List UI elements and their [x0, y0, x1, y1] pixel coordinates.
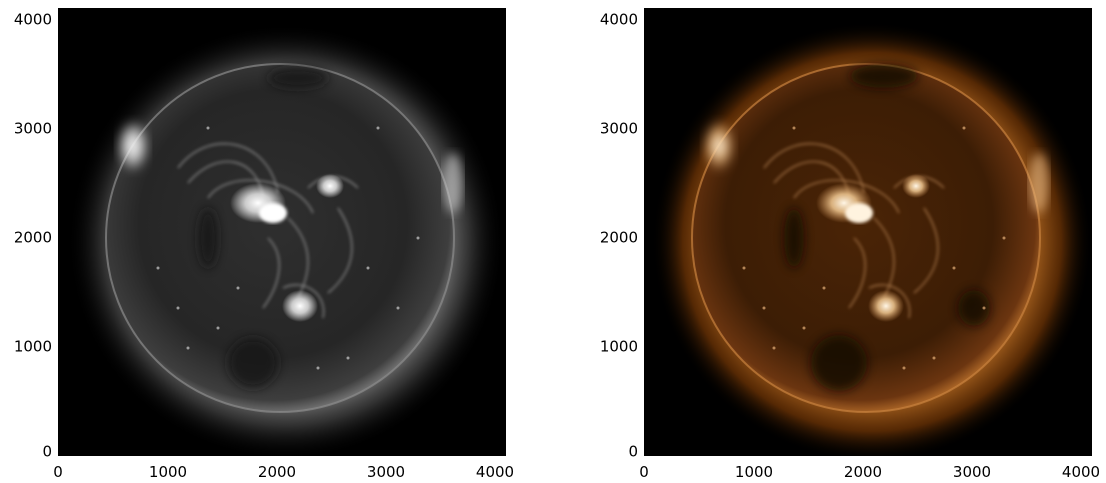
x-tick-label: 1000 — [734, 463, 774, 481]
x-tick-label: 4000 — [475, 463, 515, 481]
x-tick-label: 3000 — [366, 463, 406, 481]
x-tick-label: 2000 — [843, 463, 883, 481]
left-image-panel: 4000 3000 2000 1000 0 0 1000 2000 3000 4… — [0, 0, 514, 483]
solar-disk — [106, 64, 454, 412]
y-tick-label: 2000 — [13, 228, 52, 247]
x-tick-label: 4000 — [1061, 463, 1101, 481]
x-tick-label: 0 — [53, 463, 63, 481]
coronal-loops — [177, 143, 359, 319]
solar-limb — [691, 63, 1041, 413]
y-tick-label: 4000 — [599, 10, 638, 29]
sun-image-grayscale — [68, 24, 504, 456]
x-tick-label: 2000 — [257, 463, 297, 481]
x-tick-label: 3000 — [952, 463, 992, 481]
y-tick-label: 4000 — [13, 10, 52, 29]
sun-image-colored — [652, 22, 1092, 456]
y-tick-label: 1000 — [13, 337, 52, 356]
y-tick-label: 1000 — [599, 337, 638, 356]
active-regions — [703, 120, 1049, 322]
active-regions — [117, 120, 463, 322]
right-image-panel: 4000 3000 2000 1000 0 0 1000 2000 3000 4… — [586, 0, 1100, 483]
x-tick-label: 1000 — [148, 463, 188, 481]
solar-limb — [105, 63, 455, 413]
y-tick-label: 3000 — [599, 119, 638, 138]
dark-features — [784, 64, 990, 391]
x-tick-label: 0 — [639, 463, 649, 481]
dark-features — [198, 68, 328, 388]
left-plot-area — [58, 8, 506, 456]
solar-disk — [692, 64, 1040, 412]
y-tick-label: 0 — [42, 442, 52, 461]
right-plot-area — [644, 8, 1092, 456]
bright-points — [742, 126, 1006, 370]
y-tick-label: 3000 — [13, 119, 52, 138]
bright-points — [156, 126, 420, 370]
y-tick-label: 0 — [628, 442, 638, 461]
y-tick-label: 2000 — [599, 228, 638, 247]
